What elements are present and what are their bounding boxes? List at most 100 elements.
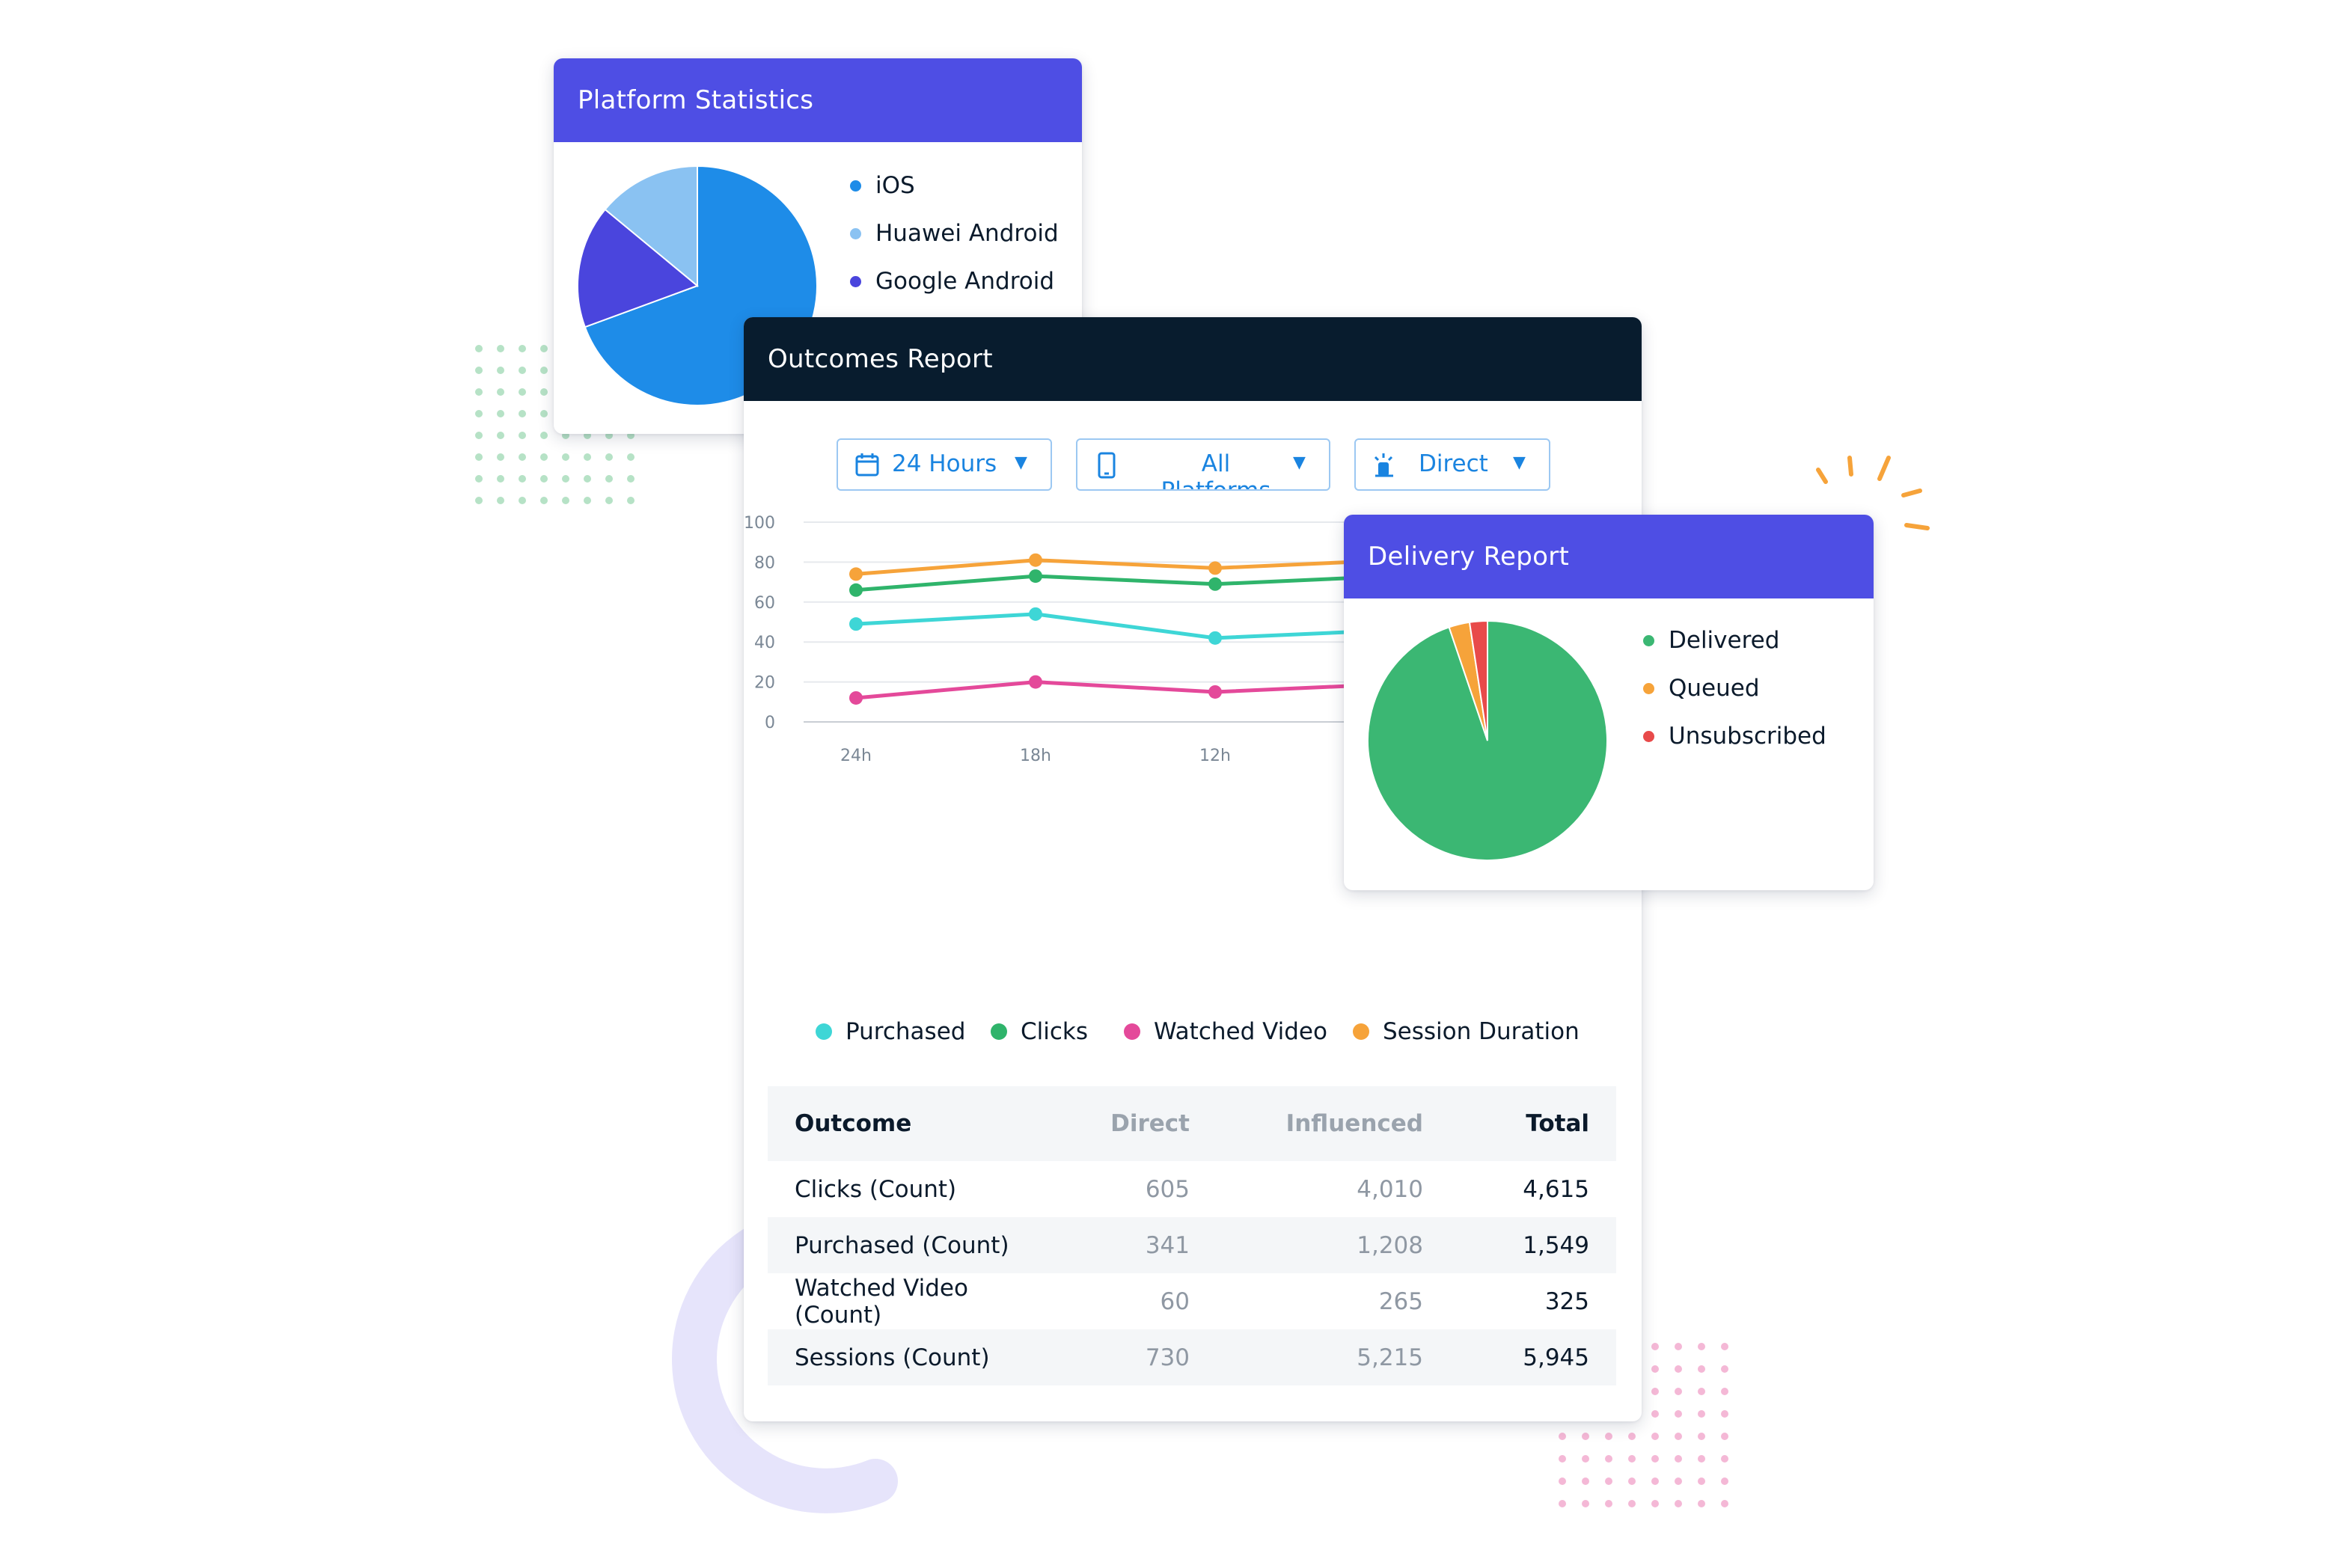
platform-legend: iOS Huawei Android Google Android [850,162,1059,305]
legend-label: Purchased [846,1018,966,1045]
influenced-cell: 265 [1378,1287,1423,1315]
watched-video-color-dot [1124,1023,1140,1040]
legend-label: Delivered [1669,627,1780,654]
platform-slice-google-android [577,208,699,328]
total-cell: 1,549 [1450,1217,1616,1273]
legend-item-google-android: Google Android [850,257,1059,305]
x-tick-label: 18h [1020,747,1051,765]
watched-video-series-line [855,680,1395,700]
queued-color-dot [1643,682,1654,694]
platform-slice-huawei-android [604,165,698,288]
y-tick-label: 100 [744,514,775,533]
legend-item-watched-video: Watched Video [1124,1013,1327,1050]
legend-label: Unsubscribed [1669,723,1826,750]
purchased-data-point [849,617,863,631]
clicks-color-dot [991,1023,1007,1040]
legend-label: Session Duration [1383,1018,1580,1045]
platform-label: All Platforms [1161,450,1271,491]
attribution-dropdown[interactable]: Direct ▼ [1354,438,1550,491]
legend-label: Queued [1669,675,1760,702]
direct-cell: 60 [1160,1287,1190,1315]
x-tick-label: 24h [840,747,872,765]
outcomes-report-card: Outcomes Report 24 Hours ▼ All Platforms… [744,317,1642,1421]
session-duration-data-point [1208,561,1222,575]
ios-color-dot [850,180,861,192]
purchased-series-line [855,612,1395,640]
purchased-data-point [1029,607,1042,621]
phone-icon [1098,452,1116,479]
purchased-color-dot [816,1023,832,1040]
direct-cell: 605 [1145,1175,1190,1203]
legend-label: Google Android [875,268,1055,295]
chevron-down-icon: ▼ [1293,453,1306,472]
column-header-influenced: Influenced [1217,1086,1450,1161]
direct-cell: 341 [1058,1217,1217,1273]
legend-item-huawei-android: Huawei Android [850,209,1059,257]
click-icon [1374,453,1393,477]
outcomes-table: Outcome Direct Influenced Total Clicks (… [768,1086,1616,1385]
watched-video-data-point [1029,675,1042,689]
table-row: Clicks (Count) 605 4,010 4,615 [768,1161,1616,1217]
delivery-slice-unsubscribed [1468,619,1488,741]
outcome-cell: Purchased (Count) [768,1217,1058,1273]
legend-item-clicks: Clicks [991,1013,1088,1050]
direct-cell: 730 [1058,1329,1217,1385]
clicks-series-line [855,574,1395,592]
delivery-report-card: Delivery Report Delivered Queued Unsubsc… [1344,515,1874,890]
legend-item-session-duration: Session Duration [1353,1013,1580,1050]
time-range-dropdown[interactable]: 24 Hours ▼ [837,438,1052,491]
unsubscribed-color-dot [1643,730,1654,742]
outcome-cell: Clicks (Count) [795,1175,957,1203]
column-header-direct: Direct [1058,1086,1217,1161]
delivery-legend: Delivered Queued Unsubscribed [1643,616,1826,760]
y-tick-label: 20 [754,674,775,693]
influenced-cell: 4,010 [1357,1175,1423,1203]
legend-item-delivered: Delivered [1643,616,1826,664]
y-tick-label: 80 [754,554,775,572]
clicks-data-point [1029,569,1042,584]
clicks-data-point [1208,577,1222,591]
table-row: Sessions (Count) 730 5,215 5,945 [768,1329,1616,1385]
y-tick-label: 60 [754,594,775,613]
series-legend: Purchased Clicks Watched Video Session D… [744,1013,1642,1050]
delivered-color-dot [1643,634,1654,646]
total-cell: 325 [1544,1287,1589,1315]
chevron-down-icon: ▼ [1015,453,1027,472]
session-duration-color-dot [1353,1023,1369,1040]
watched-video-data-point [849,690,863,705]
delivery-report-header: Delivery Report [1344,515,1874,598]
session-duration-data-point [1029,553,1042,567]
session-duration-data-point [849,567,863,581]
table-header-row: Outcome Direct Influenced Total [768,1086,1616,1161]
legend-label: iOS [875,172,915,199]
influenced-cell: 5,215 [1217,1329,1450,1385]
total-cell: 4,615 [1523,1175,1589,1203]
total-cell: 5,945 [1450,1329,1616,1385]
legend-label: Watched Video [1154,1018,1327,1045]
platform-dropdown[interactable]: All Platforms ▼ [1076,438,1330,491]
legend-label: Clicks [1021,1018,1089,1045]
huawei-android-color-dot [850,227,861,239]
platform-statistics-header: Platform Statistics [554,58,1082,142]
google-android-color-dot [850,275,861,287]
delivery-pie-chart [1367,619,1608,861]
watched-video-data-point [1208,685,1222,699]
delivery-report-title: Delivery Report [1368,542,1570,572]
purchased-data-point [1208,631,1222,645]
calendar-icon [855,453,879,477]
y-tick-label: 40 [754,634,775,652]
outcomes-report-header: Outcomes Report [744,317,1642,401]
column-header-outcome: Outcome [768,1086,1058,1161]
legend-label: Huawei Android [875,220,1059,247]
influenced-cell: 1,208 [1217,1217,1450,1273]
table-row: Purchased (Count) 341 1,208 1,549 [768,1217,1616,1273]
sparkle-lines [1816,456,1930,530]
table-row: Watched Video (Count) 60 265 325 [768,1273,1616,1329]
time-range-label: 24 Hours [892,450,997,477]
session-duration-series-line [855,558,1395,576]
x-tick-label: 12h [1199,747,1231,765]
outcome-cell: Sessions (Count) [768,1329,1058,1385]
outcomes-report-title: Outcomes Report [768,344,993,374]
chevron-down-icon: ▼ [1513,453,1526,472]
y-tick-label: 0 [765,714,775,732]
